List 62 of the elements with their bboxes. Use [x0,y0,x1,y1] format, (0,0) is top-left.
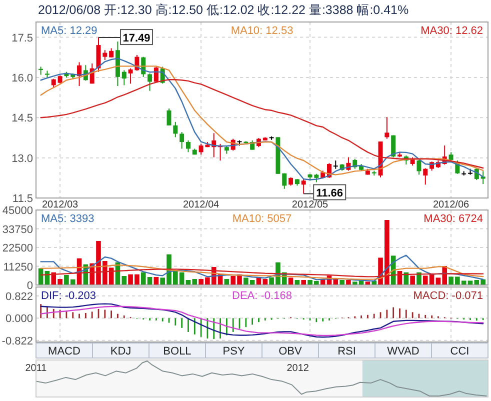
text: MACD [48,346,80,358]
candlestick [96,37,101,72]
text: MA10: 12.53 [230,25,294,37]
text: OBV [278,346,303,358]
y-tick-label: -0.822 [2,335,33,348]
bar [340,280,344,285]
y-tick-label: 0 [26,280,33,292]
candlestick [423,168,428,186]
text: WVAD [387,346,420,358]
chart-title: 2012/06/08 开:12.30 高:12.50 低:12.02 收:12.22 量:3388 幅:0.41% [38,2,409,17]
y-tick-label: 13.0 [12,152,33,165]
y-tick-label: 17.5 [12,32,33,44]
y-tick-label: 14.5 [12,112,33,125]
candlestick [282,172,287,190]
candlestick [38,66,44,76]
candlestick [384,116,390,140]
text: PSY [222,346,246,358]
x-tick-label: 2012 [286,363,310,374]
text: MA30: 12.62 [420,25,483,37]
text: RSI [338,346,356,358]
y-tick-label: 33750 [2,224,33,236]
y-tick-label: 45000 [2,205,33,217]
x-tick-label: 2012/05 [292,200,329,210]
x-tick-label: 2012/03 [42,200,79,210]
bar [404,272,409,285]
text: BOLL [163,346,192,358]
candlestick [416,159,422,176]
annotation: 11.66 [316,188,344,200]
candlestick [186,140,190,153]
line-series [40,254,484,282]
candlestick [173,121,178,138]
bar [301,280,306,285]
bar [410,276,415,285]
y-tick-label: 16.0 [12,72,33,84]
y-tick-label: 11.5 [12,193,33,205]
line-series [40,268,484,278]
y-tick-label: 0.822 [5,290,33,303]
x-tick-label: 2012/06 [432,200,470,210]
candlestick [102,50,108,61]
candlestick [148,72,152,92]
text: DEA: -0.168 [232,290,292,302]
y-tick-label: 22500 [2,242,33,254]
candlestick [180,132,184,150]
candlestick [109,48,114,58]
x-tick-label: 2011 [25,363,48,374]
y-tick-label: 11250 [3,261,33,274]
bar [346,280,351,285]
text: CCI [450,346,470,358]
series-label: DIF: -0.203 [41,290,96,302]
line-series [40,264,484,280]
candlestick [122,70,126,86]
candlestick [333,160,338,170]
text: MA10: 5057 [232,213,292,225]
annotation: 17.49 [122,32,150,45]
series-label: MACD: -0.071 [413,290,483,302]
text: KDJ [110,346,132,358]
text: MA5: 3393 [41,213,94,225]
candlestick [301,178,306,194]
text: MA5: 12.29 [41,25,98,37]
y-tick-label: 0.000 [5,313,33,326]
text: MA30: 6724 [424,213,483,225]
x-tick-label: 2012/04 [182,200,220,210]
